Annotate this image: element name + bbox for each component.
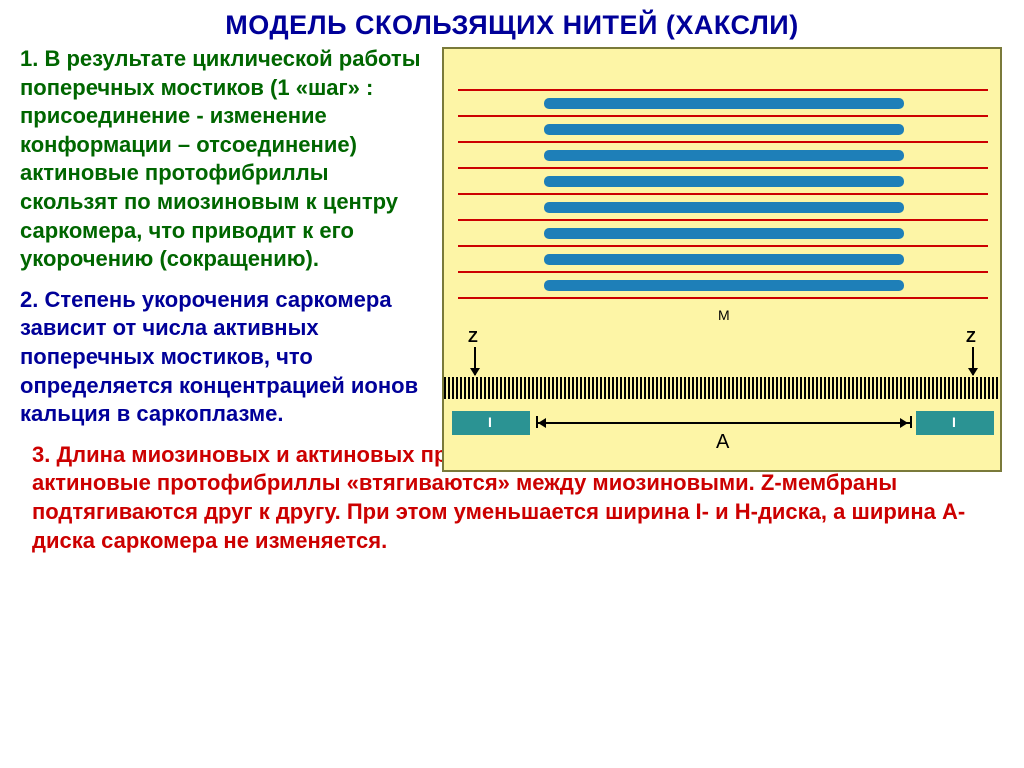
myosin-filament	[544, 98, 904, 109]
z-disc-band	[444, 377, 1000, 399]
i-label-right: I	[952, 414, 956, 430]
content-area: 1. В результате циклической работы попер…	[0, 45, 1024, 555]
para2-text: Степень укорочения саркомера зависит от …	[20, 287, 418, 426]
page-title: МОДЕЛЬ СКОЛЬЗЯЩИХ НИТЕЙ (ХАКСЛИ)	[0, 0, 1024, 45]
m-line-label: M	[718, 307, 730, 323]
para2-num: 2.	[20, 287, 38, 312]
actin-filament-right	[534, 115, 988, 117]
myosin-filament	[544, 228, 904, 239]
z-arrow-left	[474, 347, 476, 375]
z-label-left: Z	[468, 329, 478, 347]
i-label-left: I	[488, 414, 492, 430]
actin-filament-right	[534, 245, 988, 247]
a-bracket-line	[536, 422, 910, 424]
myosin-filament	[544, 202, 904, 213]
para3-num: 3.	[32, 442, 50, 467]
myosin-filament	[544, 254, 904, 265]
z-arrow-right	[972, 347, 974, 375]
actin-filament-right	[534, 271, 988, 273]
paragraph-2: 2. Степень укорочения саркомера зависит …	[20, 286, 430, 429]
paragraph-1: 1. В результате циклической работы попер…	[20, 45, 430, 274]
myosin-filament	[544, 280, 904, 291]
actin-filament-right	[534, 89, 988, 91]
actin-filament-right	[534, 219, 988, 221]
a-bracket-arrow-right	[900, 418, 908, 428]
myosin-filament	[544, 176, 904, 187]
a-band-label: A	[716, 431, 729, 454]
para1-text: В результате циклической работы поперечн…	[20, 46, 420, 271]
actin-filament-right	[534, 167, 988, 169]
actin-filament-right	[534, 193, 988, 195]
myosin-filament	[544, 150, 904, 161]
a-bracket-tick-right	[910, 416, 912, 428]
para1-num: 1.	[20, 46, 38, 71]
actin-filament-right	[534, 297, 988, 299]
a-bracket-arrow-left	[538, 418, 546, 428]
sarcomere-diagram: M Z Z I I A	[442, 47, 1002, 472]
z-label-right: Z	[966, 329, 976, 347]
myosin-filament	[544, 124, 904, 135]
actin-filament-right	[534, 141, 988, 143]
